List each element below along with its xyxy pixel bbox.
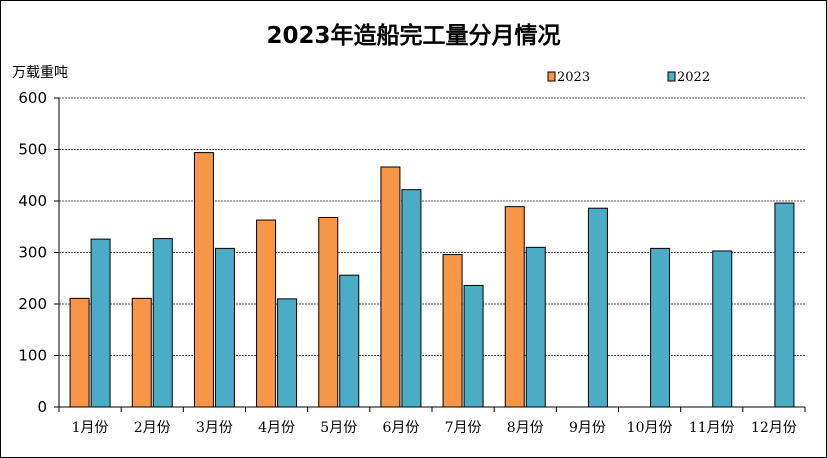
y-tick-label: 500 [18, 141, 47, 159]
legend-swatch-2023 [547, 71, 556, 82]
bar-2022-12 [774, 202, 795, 408]
y-tick-label: 100 [18, 347, 47, 365]
bar-2023-7 [442, 254, 463, 408]
chart-title: 2023年造船完工量分月情况 [266, 23, 561, 49]
legend-label-2022: 2022 [677, 70, 710, 85]
bar-2022-9 [587, 207, 608, 408]
bar-2022-5 [339, 274, 360, 408]
x-tick-label: 3月份 [196, 420, 233, 436]
x-tick-label: 1月份 [72, 420, 109, 436]
x-tick-label: 7月份 [445, 420, 482, 436]
axes [54, 97, 806, 412]
bars [69, 152, 795, 408]
bar-2022-2 [152, 238, 173, 408]
y-axis-unit-label: 万载重吨 [12, 65, 68, 81]
x-tick-label: 6月份 [382, 420, 419, 436]
x-tick-label: 5月份 [320, 420, 357, 436]
x-tick-label: 11月份 [689, 420, 735, 436]
x-tick-label: 10月份 [627, 420, 673, 436]
axis-labels: 0 100 200 300 400 500 600 1月份 2月份 3月份 4月份 5月份 6月份 7月份… [18, 89, 796, 436]
bar-2022-6 [401, 189, 422, 408]
y-tick-label: 400 [18, 192, 47, 210]
x-tick-label: 8月份 [507, 420, 544, 436]
bar-2023-1 [69, 297, 90, 408]
x-tick-label: 12月份 [751, 420, 797, 436]
legend-swatch-2022 [667, 71, 676, 82]
bar-2022-10 [650, 247, 671, 408]
bar-2023-4 [256, 219, 277, 408]
y-tick-label: 200 [18, 295, 47, 313]
y-tick-label: 300 [18, 244, 47, 262]
legend-label-2023: 2023 [557, 70, 590, 85]
legend: 2023 2022 [547, 70, 710, 85]
bar-2023-6 [380, 166, 401, 408]
y-tick-label: 0 [37, 398, 47, 416]
grid-lines [59, 97, 805, 356]
x-tick-label: 4月份 [258, 420, 295, 436]
x-tick-label: 2月份 [134, 420, 171, 436]
bar-2023-5 [318, 216, 339, 408]
bar-2023-3 [193, 152, 214, 408]
bar-2022-11 [712, 250, 733, 408]
bar-2022-3 [214, 247, 235, 408]
bar-2023-8 [504, 206, 525, 408]
bar-2022-7 [463, 284, 484, 408]
bar-2022-8 [525, 246, 546, 408]
bar-2023-2 [131, 297, 152, 408]
bar-2022-4 [277, 298, 298, 408]
y-tick-label: 600 [18, 89, 47, 107]
bar-2022-1 [90, 238, 111, 408]
x-tick-label: 9月份 [569, 420, 606, 436]
